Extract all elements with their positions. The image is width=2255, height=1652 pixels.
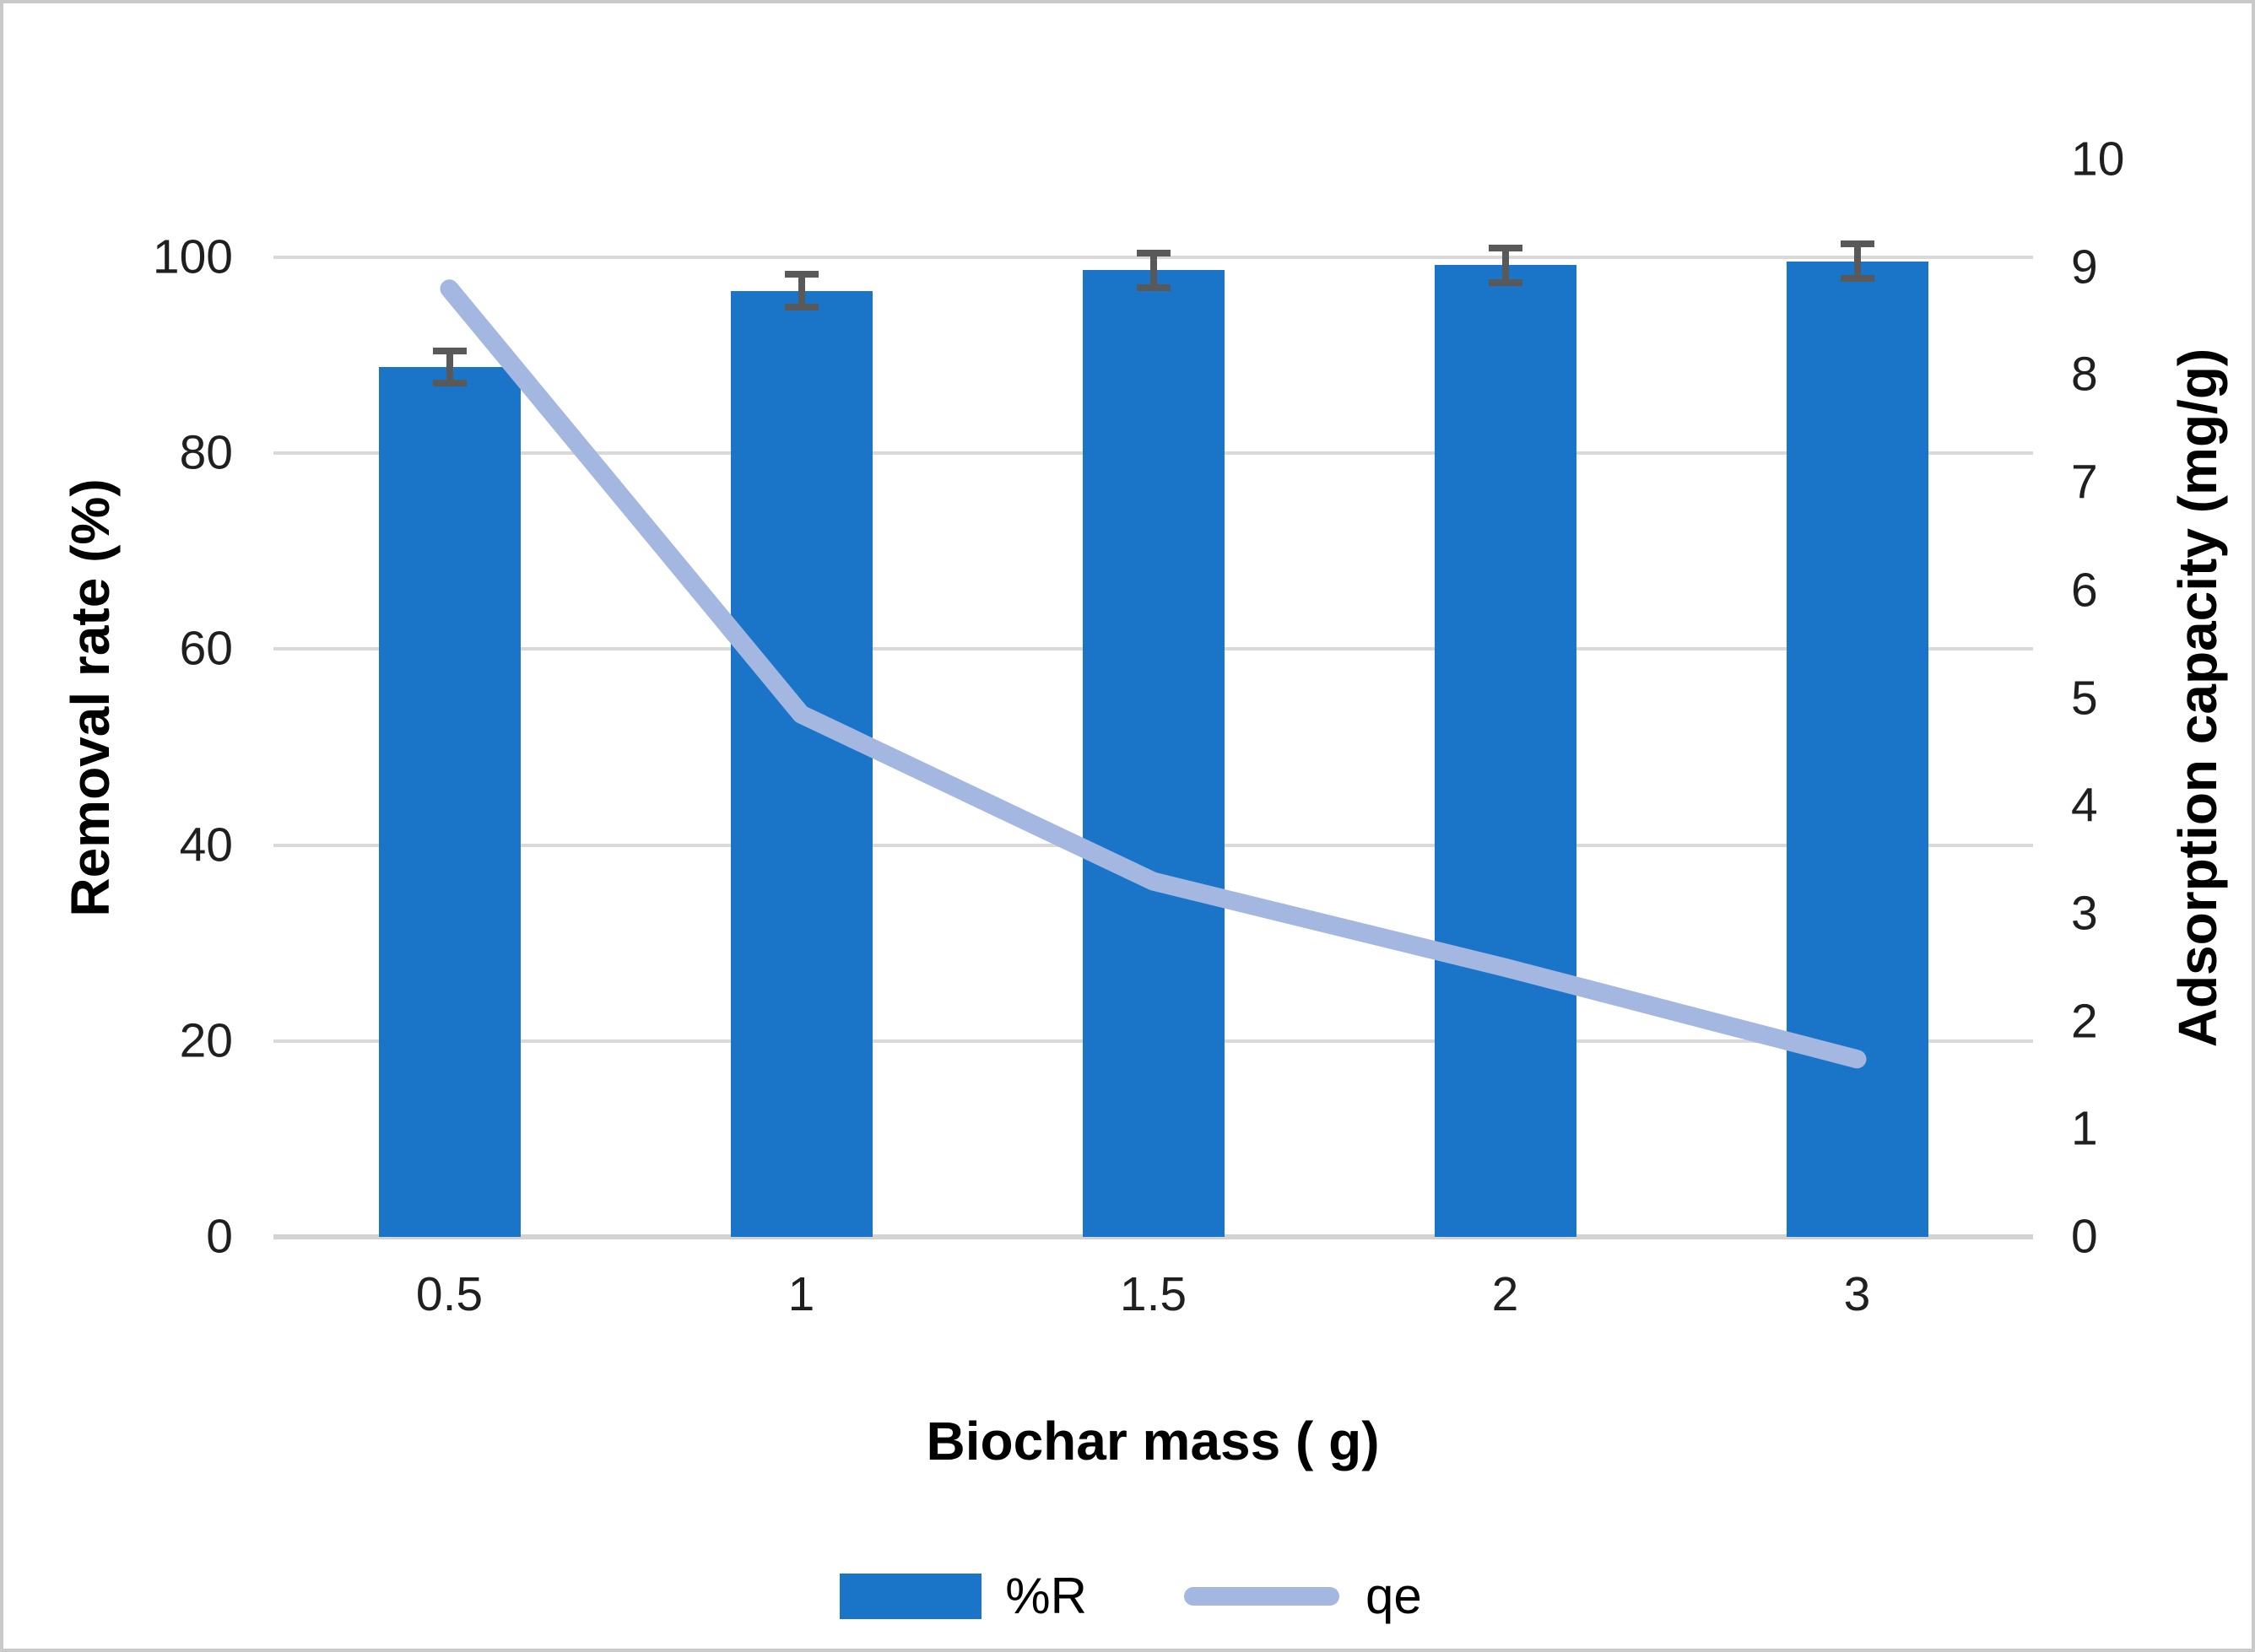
- x-axis-tick-1: 1: [787, 1267, 815, 1321]
- x-axis-tick-1.5: 1.5: [1119, 1267, 1187, 1321]
- left-axis-tick-100: 100: [152, 229, 233, 284]
- left-axis-title: Removal rate (%): [60, 478, 121, 917]
- error-bar-line: [1501, 244, 1509, 286]
- legend-bar-swatch: [840, 1574, 982, 1619]
- x-axis-line: [273, 1234, 2033, 1239]
- error-bar-cap-bottom: [1136, 283, 1171, 291]
- error-bar-cap-bottom: [1840, 275, 1874, 283]
- error-bar-line: [1853, 240, 1861, 283]
- error-bar-1.5: [1136, 249, 1171, 291]
- right-axis-tick-10: 10: [2071, 132, 2125, 186]
- right-axis-tick-9: 9: [2071, 240, 2098, 294]
- error-bar-cap-top: [784, 271, 819, 278]
- legend-label-line-series: qe: [1365, 1568, 1422, 1624]
- bar-%R-1: [730, 290, 873, 1237]
- right-axis-tick-8: 8: [2071, 347, 2098, 402]
- bar-%R-0.5: [378, 367, 521, 1237]
- error-bar-cap-bottom: [1488, 278, 1522, 286]
- left-axis-tick-0: 0: [206, 1209, 233, 1264]
- bar-%R-2: [1434, 265, 1576, 1237]
- left-axis-tick-40: 40: [179, 818, 233, 872]
- error-bar-cap-top: [1840, 240, 1874, 248]
- error-bar-cap-top: [1488, 244, 1522, 251]
- error-bar-1: [784, 271, 819, 310]
- x-axis-title: Biochar mass ( g): [926, 1411, 1380, 1471]
- error-bar-cap-bottom: [784, 303, 819, 310]
- error-bar-0.5: [432, 347, 467, 387]
- right-axis-tick-5: 5: [2071, 671, 2098, 725]
- left-axis-tick-80: 80: [179, 425, 233, 480]
- error-bar-line: [1149, 249, 1157, 291]
- error-bar-cap-bottom: [432, 380, 467, 387]
- right-axis-tick-0: 0: [2071, 1209, 2098, 1264]
- left-axis-tick-60: 60: [179, 621, 233, 676]
- left-axis-tick-20: 20: [179, 1013, 233, 1068]
- legend-line-swatch: [1183, 1587, 1339, 1606]
- error-bar-cap-top: [1136, 249, 1171, 256]
- legend-label-bar-series: %R: [1005, 1568, 1087, 1624]
- x-axis-tick-0.5: 0.5: [415, 1267, 484, 1321]
- right-axis-tick-3: 3: [2071, 886, 2098, 941]
- bar-%R-1.5: [1082, 270, 1225, 1237]
- error-bar-3: [1840, 240, 1874, 283]
- x-axis-tick-3: 3: [1843, 1267, 1871, 1321]
- x-axis-tick-2: 2: [1491, 1267, 1519, 1321]
- right-axis-tick-4: 4: [2071, 778, 2098, 833]
- right-axis-tick-7: 7: [2071, 455, 2098, 510]
- right-axis-tick-6: 6: [2071, 563, 2098, 618]
- plot-area: [273, 159, 2033, 1239]
- right-axis-tick-1: 1: [2071, 1101, 2098, 1156]
- bar-%R-3: [1786, 261, 1928, 1237]
- error-bar-cap-top: [432, 347, 467, 354]
- legend: %R qe: [3, 1563, 2252, 1630]
- error-bar-2: [1488, 244, 1522, 286]
- right-axis-tick-2: 2: [2071, 994, 2098, 1049]
